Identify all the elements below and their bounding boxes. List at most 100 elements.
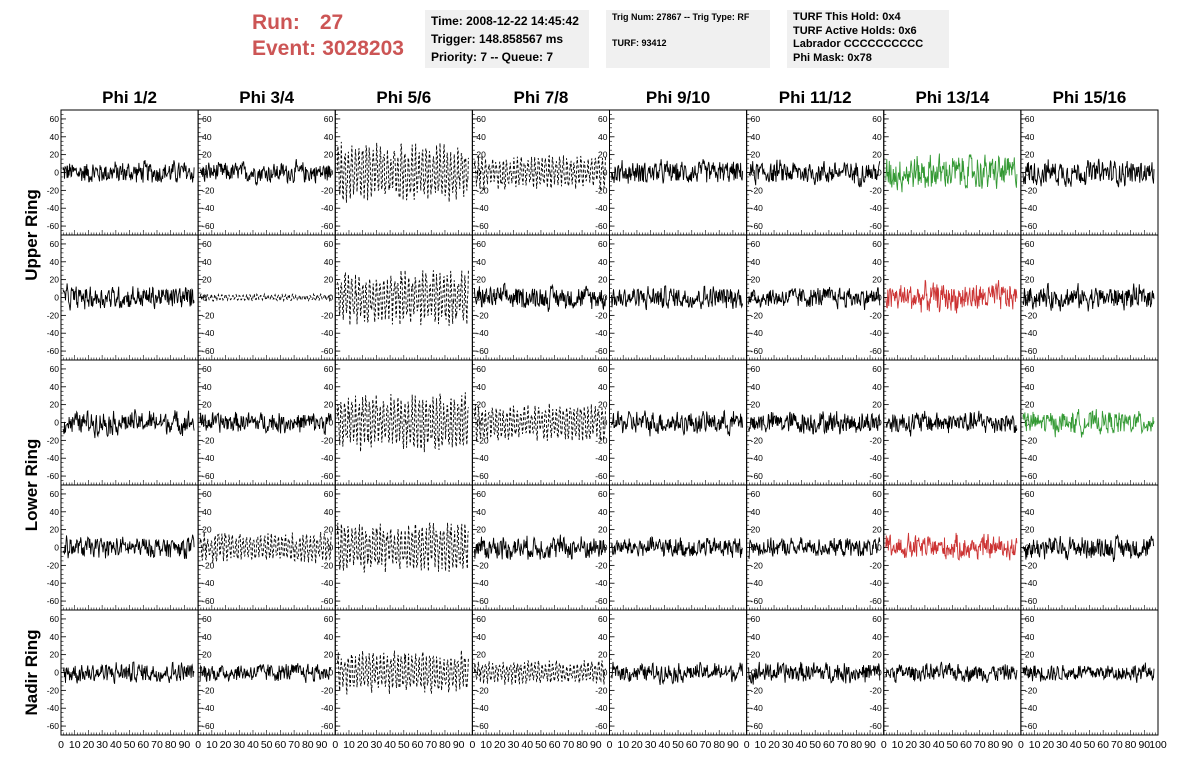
y-tick-label: -40	[321, 328, 334, 338]
waveform-trace	[62, 661, 195, 684]
y-tick-label: 40	[324, 132, 334, 142]
x-tick-label: 30	[371, 739, 383, 751]
y-tick-label: 40	[1025, 507, 1035, 517]
y-tick-label: 60	[202, 364, 212, 374]
y-tick-label: -20	[1025, 685, 1038, 695]
y-tick-label: -40	[751, 703, 764, 713]
y-tick-label: 20	[872, 525, 882, 535]
ring-label-2: Lower Ring	[22, 439, 41, 532]
y-tick-label: 60	[324, 239, 334, 249]
waveform-trace	[611, 661, 744, 686]
x-tick-label: 40	[933, 739, 945, 751]
y-tick-label: 40	[476, 257, 486, 267]
y-tick-label: 0	[329, 418, 334, 428]
y-tick-label: 0	[751, 668, 756, 678]
y-tick-label: -20	[321, 560, 334, 570]
y-tick-label: -60	[1025, 471, 1038, 481]
y-tick-label: -20	[202, 560, 215, 570]
y-tick-label: 60	[202, 114, 212, 124]
x-tick-label: 80	[576, 739, 588, 751]
y-tick-label: -20	[751, 310, 764, 320]
y-tick-label: 20	[202, 525, 212, 535]
y-tick-label: 20	[202, 150, 212, 160]
y-tick-label: 0	[329, 543, 334, 553]
y-tick-label: 20	[202, 275, 212, 285]
priority-text: Priority: 7 -- Queue: 7	[431, 50, 554, 64]
y-tick-label: 20	[1025, 400, 1035, 410]
y-tick-label: -40	[47, 203, 60, 213]
x-tick-label: 30	[508, 739, 520, 751]
y-tick-label: 20	[476, 650, 486, 660]
y-tick-label: 40	[202, 132, 212, 142]
y-tick-label: -40	[595, 328, 608, 338]
y-tick-label: -60	[476, 471, 489, 481]
x-tick-label: 90	[1138, 739, 1150, 751]
waveform-trace	[199, 292, 332, 303]
y-tick-label: 20	[872, 400, 882, 410]
x-tick-label: 10	[480, 739, 492, 751]
x-tick-label: 20	[357, 739, 369, 751]
phi-header-5: Phi 9/10	[646, 88, 710, 107]
y-tick-label: -60	[476, 596, 489, 606]
y-tick-label: 20	[872, 150, 882, 160]
x-tick-label: 70	[700, 739, 712, 751]
x-tick-label: 40	[659, 739, 671, 751]
y-tick-label: 40	[872, 632, 882, 642]
run-label: Run:	[252, 11, 300, 34]
y-tick-label: 40	[598, 507, 608, 517]
y-tick-label: 60	[872, 114, 882, 124]
y-tick-label: 40	[324, 382, 334, 392]
x-tick-label: 50	[261, 739, 273, 751]
event-line: Event: 3028203	[252, 36, 404, 62]
y-tick-label: -60	[321, 346, 334, 356]
y-tick-label: 40	[872, 382, 882, 392]
turf-hold-text: TURF This Hold: 0x4	[793, 11, 901, 23]
labrador-text: Labrador CCCCCCCCCC	[793, 38, 924, 50]
x-tick-label: 80	[165, 739, 177, 751]
y-tick-label: -60	[202, 346, 215, 356]
y-tick-label: 40	[598, 257, 608, 267]
y-tick-label: 40	[202, 507, 212, 517]
y-tick-label: 0	[329, 668, 334, 678]
y-tick-label: -60	[321, 721, 334, 731]
y-tick-label: -60	[751, 346, 764, 356]
x-tick-label: 60	[549, 739, 561, 751]
x-tick-label: 0	[744, 739, 750, 751]
y-tick-label: 20	[598, 150, 608, 160]
waveform-trace	[473, 660, 606, 685]
y-tick-label: 60	[50, 239, 60, 249]
phi-header-3: Phi 5/6	[376, 88, 431, 107]
waveform-trace	[473, 154, 606, 191]
y-tick-label: -40	[476, 703, 489, 713]
x-tick-label: 70	[1111, 739, 1123, 751]
y-tick-label: -60	[1025, 721, 1038, 731]
x-tick-label: 30	[919, 739, 931, 751]
y-tick-label: -20	[869, 310, 882, 320]
y-tick-label: -40	[321, 203, 334, 213]
y-tick-label: 40	[1025, 382, 1035, 392]
x-tick-label: 50	[809, 739, 821, 751]
y-tick-label: 40	[872, 132, 882, 142]
y-tick-label: 40	[598, 632, 608, 642]
y-tick-label: -60	[202, 596, 215, 606]
y-tick-label: 0	[603, 168, 608, 178]
y-tick-label: -60	[321, 471, 334, 481]
x-tick-label: 50	[1084, 739, 1096, 751]
y-tick-label: 40	[598, 132, 608, 142]
y-tick-label: -60	[869, 346, 882, 356]
y-tick-label: 60	[202, 614, 212, 624]
y-tick-label: 60	[598, 614, 608, 624]
time-text: Time: 2008-12-22 14:45:42	[431, 14, 579, 28]
y-tick-label: -20	[202, 435, 215, 445]
x-tick-label: 70	[425, 739, 437, 751]
y-tick-label: -20	[1025, 435, 1038, 445]
y-tick-label: -40	[595, 703, 608, 713]
y-tick-label: 20	[751, 400, 761, 410]
y-tick-label: 0	[877, 418, 882, 428]
y-tick-label: -20	[47, 435, 60, 445]
y-tick-label: 20	[50, 650, 60, 660]
y-tick-label: 20	[751, 525, 761, 535]
panel-frame	[471, 609, 610, 736]
turf-text: TURF: 93412	[612, 38, 667, 48]
y-tick-label: -60	[476, 346, 489, 356]
